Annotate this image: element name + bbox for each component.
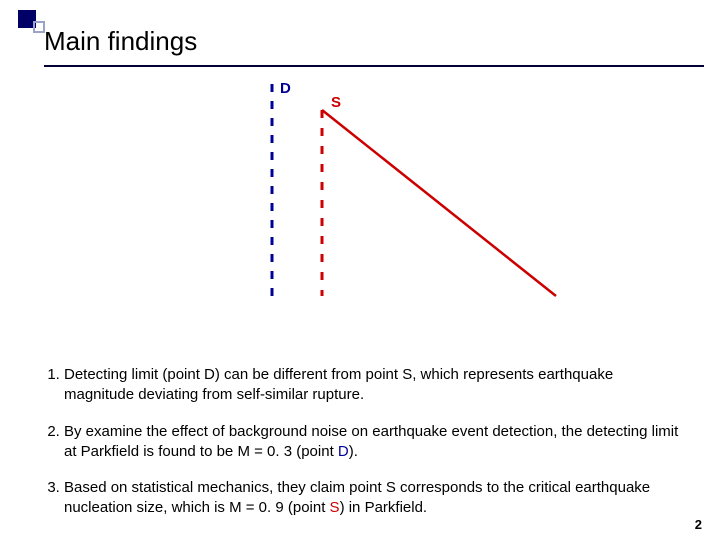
label-D: D <box>280 80 291 97</box>
slide-title: Main findings <box>44 26 696 57</box>
finding-2: By examine the effect of background nois… <box>64 422 684 463</box>
finding-2-point-D: D <box>338 443 349 460</box>
chart-svg <box>200 80 560 320</box>
finding-2-text-a: By examine the effect of background nois… <box>64 423 678 460</box>
solid-line <box>322 110 556 296</box>
finding-3-point-S: S <box>330 499 340 516</box>
finding-1-text: Detecting limit (point D) can be differe… <box>64 366 613 403</box>
finding-2-text-b: ). <box>349 443 358 460</box>
label-S: S <box>331 94 341 111</box>
title-underline <box>44 65 704 67</box>
page-number: 2 <box>695 517 702 532</box>
finding-1: Detecting limit (point D) can be differe… <box>64 365 684 406</box>
findings-list: Detecting limit (point D) can be differe… <box>40 365 684 535</box>
finding-3-text-b: ) in Parkfield. <box>340 499 428 516</box>
finding-3: Based on statistical mechanics, they cla… <box>64 478 684 519</box>
chart: D S <box>200 80 560 320</box>
